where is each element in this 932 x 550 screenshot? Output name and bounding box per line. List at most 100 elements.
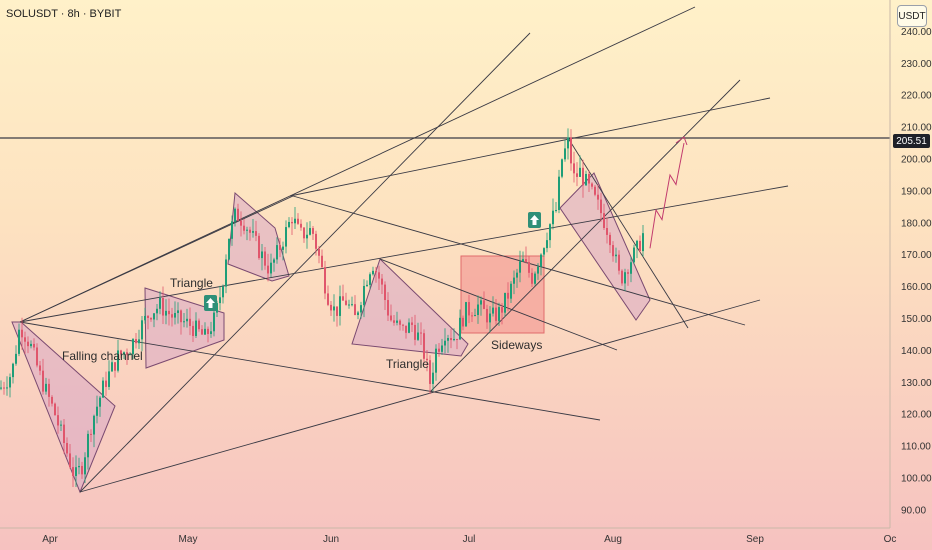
candle-up (132, 339, 134, 355)
candle-up (174, 313, 176, 318)
candle-down (609, 234, 611, 246)
candle-down (243, 225, 245, 231)
candle-up (12, 363, 14, 378)
candle-up (339, 296, 341, 316)
candle-down (438, 348, 440, 352)
x-tick-label: Aug (604, 534, 622, 545)
candle-down (120, 350, 122, 355)
candle-down (81, 465, 83, 475)
candle-down (279, 245, 281, 250)
candle-down (423, 333, 425, 359)
candle-down (618, 254, 620, 271)
candle-down (147, 315, 149, 319)
candle-up (210, 331, 212, 335)
y-tick-label: 170.00 (901, 250, 932, 261)
candle-up (225, 259, 227, 287)
candle-up (18, 329, 20, 354)
candle-up (630, 262, 632, 274)
candle-down (240, 220, 242, 226)
candle-down (27, 341, 29, 347)
candle-up (261, 251, 263, 259)
candle-down (345, 300, 347, 305)
candle-up (111, 362, 113, 372)
candle-down (402, 324, 404, 326)
candle-down (264, 251, 266, 266)
candle-up (183, 321, 185, 323)
candle-up (123, 352, 125, 355)
candle-down (591, 183, 593, 187)
y-tick-label: 130.00 (901, 378, 932, 389)
y-tick-label: 210.00 (901, 123, 932, 134)
candle-down (57, 415, 59, 426)
y-tick-label: 150.00 (901, 314, 932, 325)
candle-up (219, 297, 221, 304)
pattern-label: Triangle (386, 357, 429, 371)
candle-down (42, 370, 44, 392)
candle-down (3, 387, 5, 389)
candle-up (282, 246, 284, 250)
candle-up (75, 467, 77, 477)
candle-up (87, 433, 89, 458)
candle-down (582, 167, 584, 186)
candle-up (516, 272, 518, 278)
candle-up (231, 221, 233, 239)
candle-up (432, 372, 434, 384)
candle-up (177, 310, 179, 314)
candle-up (564, 148, 566, 160)
candle-up (417, 332, 419, 340)
candle-down (168, 310, 170, 315)
candle-down (24, 337, 26, 342)
trend-line (567, 137, 689, 329)
candle-down (90, 433, 92, 435)
candle-down (33, 343, 35, 348)
candle-down (303, 227, 305, 239)
candle-up (165, 310, 167, 316)
candle-down (330, 304, 332, 311)
candle-down (450, 337, 452, 341)
y-tick-label: 90.00 (901, 505, 926, 516)
candle-down (588, 173, 590, 184)
candle-down (324, 267, 326, 294)
sideways-box (460, 255, 545, 334)
candle-up (459, 317, 461, 340)
candle-down (180, 310, 182, 323)
candle-up (567, 137, 569, 149)
candle-down (249, 229, 251, 233)
candle-up (366, 284, 368, 286)
y-tick-label: 180.00 (901, 218, 932, 229)
candle-down (315, 233, 317, 249)
candle-up (540, 254, 542, 267)
trend-line (19, 6, 696, 323)
candle-up (474, 315, 476, 317)
candle-down (528, 261, 530, 273)
candle-up (108, 371, 110, 387)
candle-up (537, 266, 539, 274)
candle-up (306, 234, 308, 239)
candle-up (288, 221, 290, 228)
candle-up (84, 457, 86, 475)
candle-down (189, 318, 191, 326)
candle-down (300, 223, 302, 228)
candle-down (405, 325, 407, 333)
candle-down (192, 325, 194, 337)
candle-up (546, 240, 548, 249)
candle-up (228, 238, 230, 260)
candle-up (579, 167, 581, 177)
candle-down (69, 453, 71, 468)
candle-up (363, 285, 365, 306)
candle-up (309, 228, 311, 235)
candle-down (384, 284, 386, 301)
candle-down (378, 272, 380, 279)
candle-up (102, 380, 104, 398)
currency-button[interactable]: USDT (897, 5, 927, 27)
candle-up (195, 320, 197, 337)
candle-down (495, 307, 497, 321)
candle-down (570, 137, 572, 164)
candle-down (420, 332, 422, 334)
candle-up (276, 245, 278, 260)
candle-up (93, 415, 95, 435)
candle-down (576, 173, 578, 177)
candle-up (480, 300, 482, 305)
candle-up (234, 208, 236, 222)
